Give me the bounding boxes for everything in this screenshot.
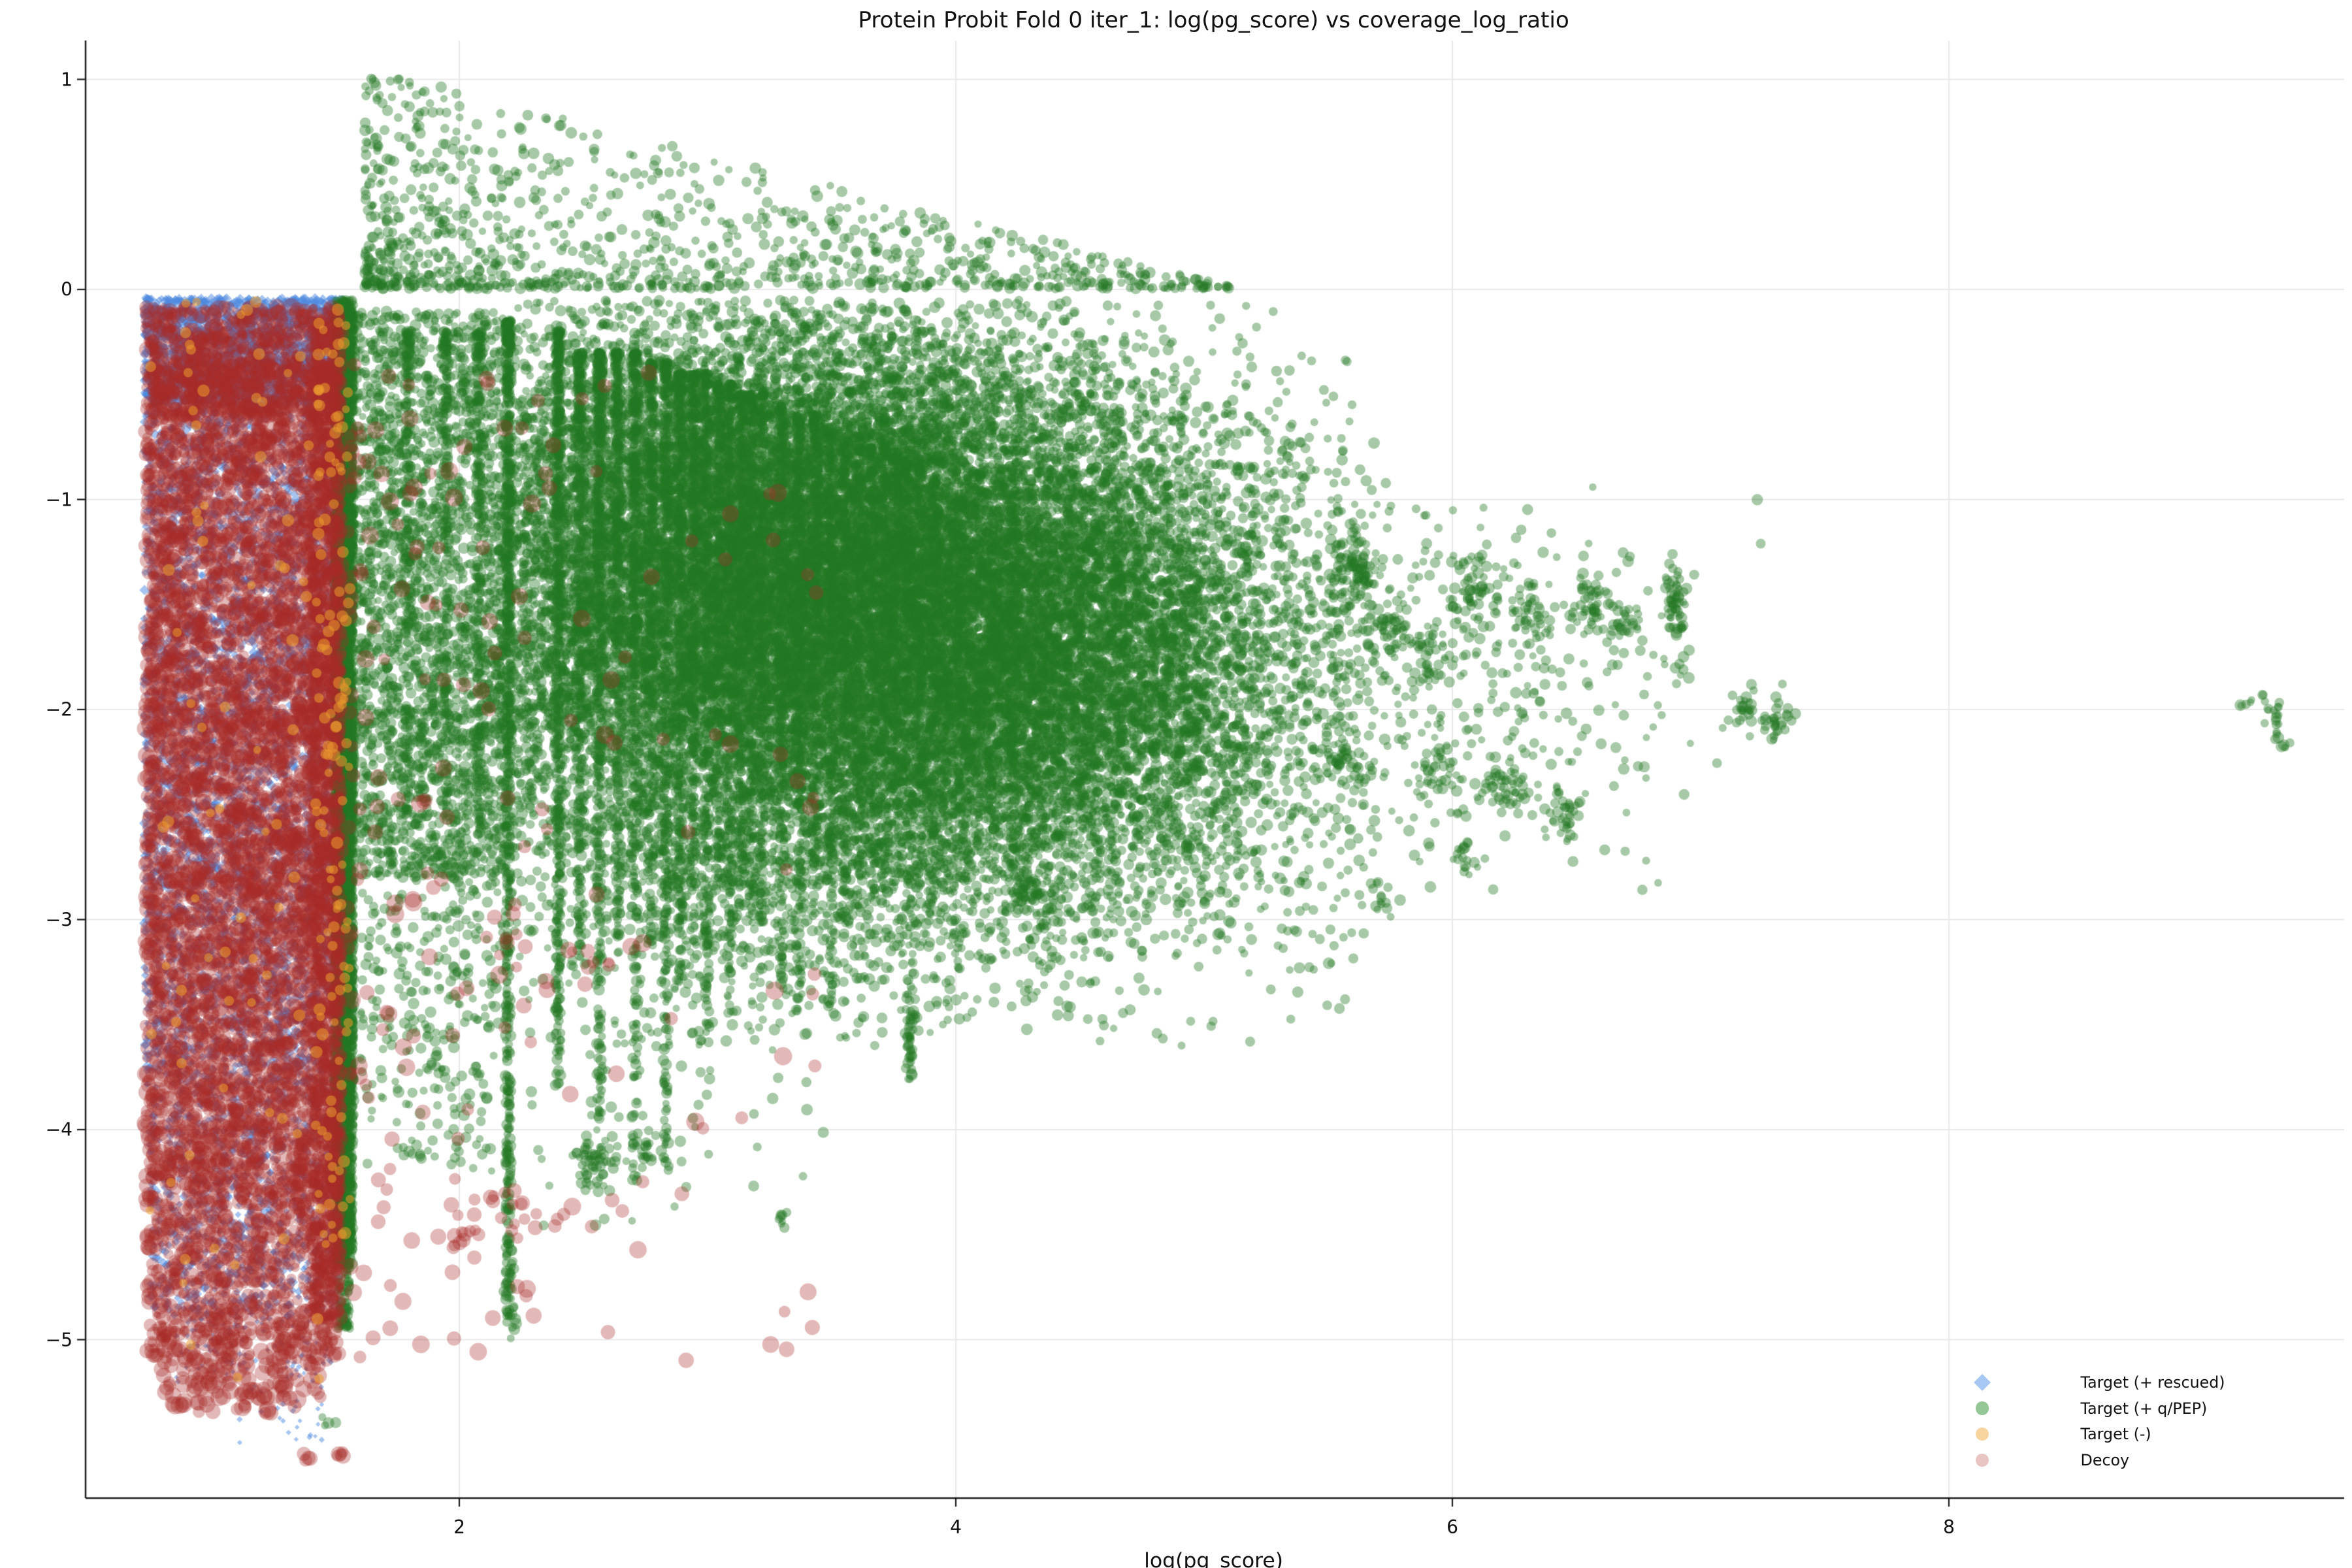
legend-row: Target (-) [1976, 1422, 2225, 1446]
legend-circle-icon [1976, 1453, 1989, 1467]
x-tick-label: 2 [453, 1516, 465, 1538]
legend-row: Target (+ q/PEP) [1976, 1396, 2225, 1420]
legend-circle-icon [1976, 1401, 1989, 1415]
legend-row: Target (+ rescued) [1973, 1371, 2225, 1395]
legend-label: Target (-) [2080, 1425, 2151, 1444]
y-tick-label: 0 [61, 278, 73, 301]
legend-label: Decoy [2080, 1450, 2130, 1469]
y-tick-label: −1 [45, 489, 73, 510]
legend-circle-icon [1976, 1428, 1989, 1441]
y-tick-label: −3 [45, 909, 73, 930]
x-axis-label: log(pg_score) [1144, 1549, 1284, 1568]
y-tick-label: −5 [45, 1329, 73, 1350]
y-tick-label: −2 [45, 698, 73, 721]
y-tick-label: 1 [61, 69, 73, 90]
legend: Target (+ rescued) Target (+ q/PEP) Targ… [1973, 1371, 2225, 1473]
legend-row: Decoy [1976, 1448, 2225, 1472]
x-tick-label: 8 [1943, 1516, 1955, 1538]
legend-label: Target (+ rescued) [2080, 1373, 2225, 1392]
chart-title: Protein Probit Fold 0 iter_1: log(pg_sco… [858, 7, 1569, 33]
x-tick-label: 6 [1446, 1516, 1458, 1538]
legend-label: Target (+ q/PEP) [2080, 1399, 2208, 1418]
y-tick-label: −4 [45, 1119, 73, 1141]
x-tick-label: 4 [950, 1516, 962, 1538]
legend-diamond-icon [1973, 1373, 1991, 1392]
